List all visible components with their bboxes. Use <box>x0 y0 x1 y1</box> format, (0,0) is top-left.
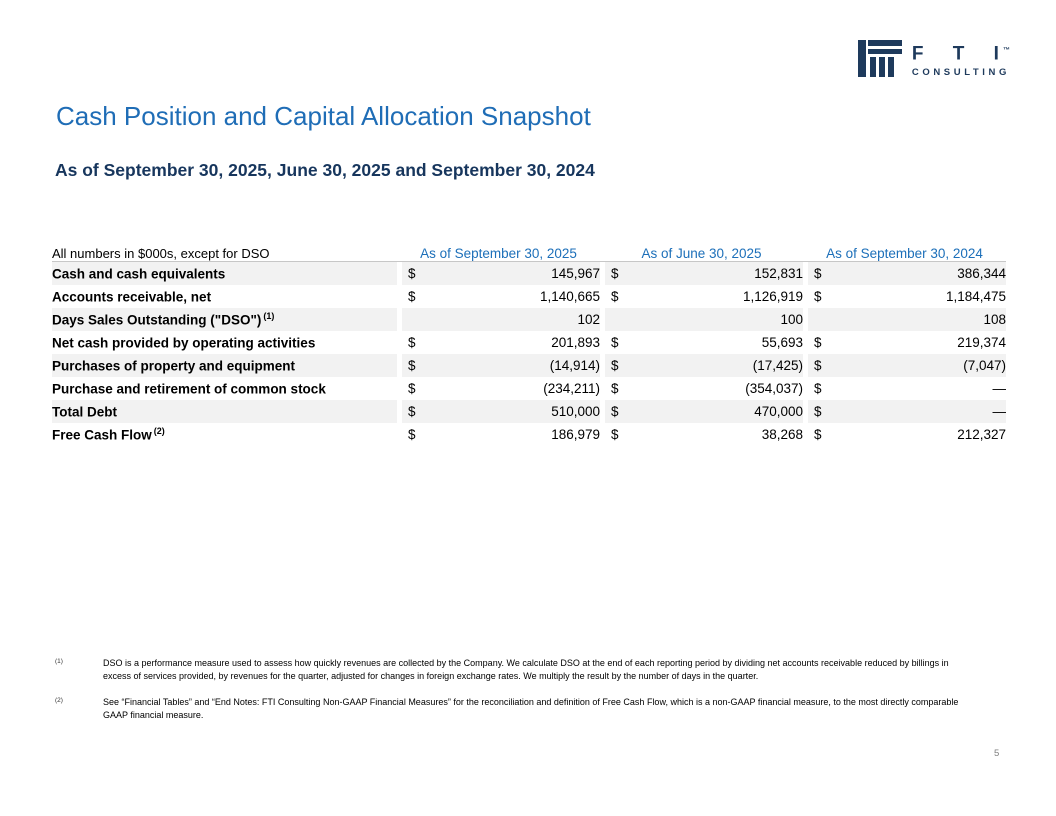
footnote-2-text: See “Financial Tables” and “End Notes: F… <box>103 697 959 720</box>
table-row: Cash and cash equivalents $145,967 $152,… <box>52 262 1006 285</box>
row-label: Cash and cash equivalents <box>52 262 397 285</box>
page-title: Cash Position and Capital Allocation Sna… <box>56 101 591 131</box>
cell-value: $145,967 <box>397 262 600 285</box>
row-label: Accounts receivable, net <box>52 289 212 305</box>
table-row: Free Cash Flow (2) $186,979 $38,268 $212,… <box>52 423 1006 446</box>
column-header-jun-2025: As of June 30, 2025 <box>600 240 803 262</box>
currency-symbol: $ <box>814 404 822 419</box>
cell-value: $219,374 <box>803 331 1006 354</box>
row-label: Purchases of property and equipment <box>52 354 397 377</box>
row-label: Free Cash Flow (2) <box>52 426 165 443</box>
currency-symbol: $ <box>611 335 619 350</box>
cell-value: $ (354,037) <box>600 377 803 400</box>
cell-value: $212,327 <box>803 423 1006 446</box>
footnote-1: (1) DSO is a performance measure used to… <box>55 657 985 683</box>
table-row: Purchases of property and equipment $ (14… <box>52 354 1006 377</box>
cell-value: $55,693 <box>600 331 803 354</box>
currency-symbol: $ <box>408 358 416 373</box>
cell-value: $ (234,211) <box>397 377 600 400</box>
cell-value: $201,893 <box>397 331 600 354</box>
page-subtitle: As of September 30, 2025, June 30, 2025 … <box>55 160 595 180</box>
table-units-note: All numbers in $000s, except for DSO <box>52 240 397 262</box>
currency-symbol: $ <box>611 404 619 419</box>
row-label: Days Sales Outstanding ("DSO") (1) <box>52 308 397 331</box>
currency-symbol: $ <box>611 358 619 373</box>
fti-logo-consulting: CONSULTING <box>911 67 1010 79</box>
table-row: Total Debt $510,000 $470,000 $ — <box>52 400 1006 423</box>
currency-symbol: $ <box>814 289 822 304</box>
cell-value: $386,344 <box>803 262 1006 285</box>
currency-symbol: $ <box>408 427 416 442</box>
cell-value: $1,126,919 <box>600 285 803 308</box>
currency-symbol: $ <box>814 427 822 442</box>
table-row: Accounts receivable, net $1,140,665 $1,1… <box>52 285 1006 308</box>
cell-value: $ — <box>803 377 1006 400</box>
cell-value: $38,268 <box>600 423 803 446</box>
cell-value: 108 <box>803 308 1006 331</box>
fti-logo: F T I™ CONSULTING <box>857 40 1010 78</box>
row-label: Purchase and retirement of common stock <box>52 381 326 397</box>
row-label: Total Debt <box>52 400 397 423</box>
table-row: Days Sales Outstanding ("DSO") (1) 102 10… <box>52 308 1006 331</box>
fti-column-icon <box>857 40 902 77</box>
currency-symbol: $ <box>408 289 416 304</box>
currency-symbol: $ <box>814 335 822 350</box>
footnote-1-marker: (1) <box>55 658 63 665</box>
cell-value: $ (17,425) <box>600 354 803 377</box>
currency-symbol: $ <box>408 266 416 281</box>
currency-symbol: $ <box>611 266 619 281</box>
cell-value: 100 <box>600 308 803 331</box>
footnote-1-text: DSO is a performance measure used to ass… <box>103 658 949 681</box>
cell-value: $ (14,914) <box>397 354 600 377</box>
cell-value: $1,140,665 <box>397 285 600 308</box>
cell-value: $152,831 <box>600 262 803 285</box>
table-header-row: All numbers in $000s, except for DSO As … <box>52 240 1006 262</box>
currency-symbol: $ <box>814 358 822 373</box>
table-row: Purchase and retirement of common stock … <box>52 377 1006 400</box>
cell-value: 102 <box>397 308 600 331</box>
currency-symbol: $ <box>814 381 822 396</box>
fti-logo-letters: F T I™ <box>911 43 1011 65</box>
cell-value: $ (7,047) <box>803 354 1006 377</box>
currency-symbol: $ <box>408 381 416 396</box>
cell-value: $470,000 <box>600 400 803 423</box>
cell-value: $ — <box>803 400 1006 423</box>
currency-symbol: $ <box>814 266 822 281</box>
currency-symbol: $ <box>611 427 619 442</box>
column-header-sep-2025: As of September 30, 2025 <box>397 240 600 262</box>
trademark-symbol: ™ <box>1002 47 1010 54</box>
cash-position-table-wrap: All numbers in $000s, except for DSO As … <box>52 240 1006 446</box>
cell-value: $186,979 <box>397 423 600 446</box>
fti-logo-text: F T I™ CONSULTING <box>912 40 1010 78</box>
column-header-sep-2024: As of September 30, 2024 <box>803 240 1006 262</box>
currency-symbol: $ <box>611 289 619 304</box>
footnote-2-marker: (2) <box>55 697 63 704</box>
row-label: Net cash provided by operating activitie… <box>52 335 316 351</box>
currency-symbol: $ <box>408 404 416 419</box>
table-row: Net cash provided by operating activitie… <box>52 331 1006 354</box>
cell-value: $1,184,475 <box>803 285 1006 308</box>
cash-position-table: All numbers in $000s, except for DSO As … <box>52 240 1006 446</box>
footnote-2: (2) See “Financial Tables” and “End Note… <box>55 696 985 722</box>
currency-symbol: $ <box>611 381 619 396</box>
page-number: 5 <box>994 748 1000 759</box>
currency-symbol: $ <box>408 335 416 350</box>
cell-value: $510,000 <box>397 400 600 423</box>
